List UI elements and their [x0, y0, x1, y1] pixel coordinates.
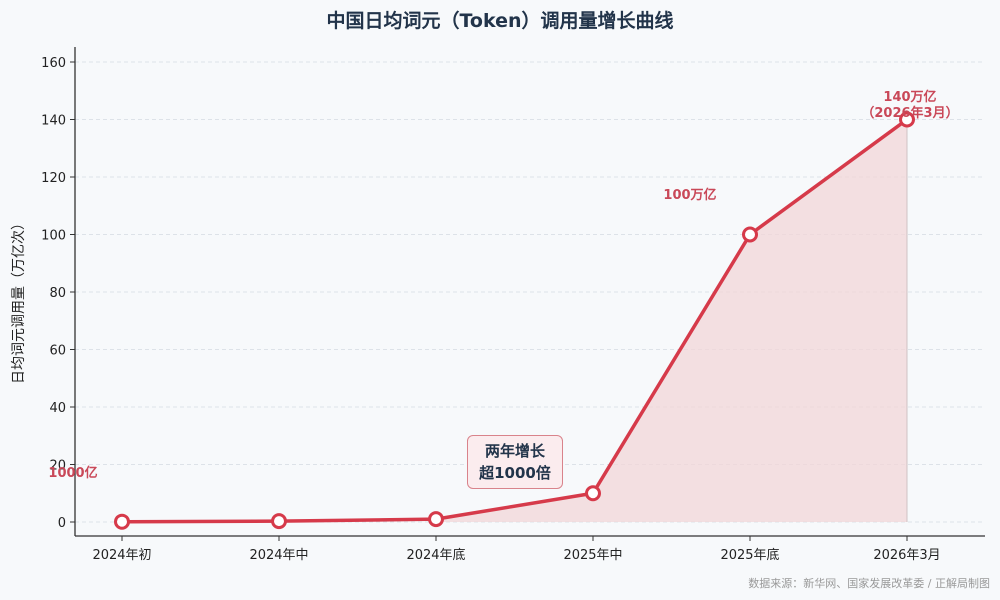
- data-point-marker: [585, 485, 601, 502]
- y-tick-label: 100: [41, 229, 66, 244]
- y-tick-label: 140: [41, 114, 66, 129]
- x-tick-label: 2024年初: [92, 548, 151, 563]
- area-fill: [436, 119, 907, 522]
- y-tick-label: 20: [49, 459, 66, 474]
- data-point-marker: [899, 111, 915, 128]
- x-tick-label: 2026年3月: [873, 548, 940, 563]
- y-tick-label: 60: [49, 344, 66, 359]
- callout-line1: 两年增长: [484, 442, 545, 460]
- y-tick-label: 40: [49, 401, 66, 416]
- annotation-start: 1000亿: [48, 466, 98, 481]
- data-point-marker: [742, 226, 758, 243]
- x-tick-label: 2024年中: [249, 548, 308, 563]
- x-tick-label: 2025年底: [720, 547, 779, 563]
- y-axis-label: 日均词元调用量（万亿次）: [11, 216, 27, 384]
- annotation-2026-mar: 140万亿 （2026年3月）: [860, 90, 960, 122]
- source-note: 数据来源：新华网、国家发展改革委 / 正解局制图: [748, 577, 990, 590]
- annotation-2026-date: （2026年3月）: [861, 106, 959, 121]
- annotation-2025-end: 100万亿: [663, 188, 717, 203]
- y-tick-label: 0: [58, 516, 66, 531]
- data-point-marker: [428, 511, 444, 528]
- growth-callout: 两年增长 超1000倍: [467, 435, 563, 489]
- y-tick-label: 120: [41, 171, 66, 186]
- chart-title: 中国日均词元（Token）调用量增长曲线: [326, 10, 674, 32]
- x-tick-label: 2025年中: [563, 548, 622, 563]
- y-tick-label: 160: [41, 56, 66, 71]
- data-point-marker: [114, 513, 130, 530]
- x-tick-label: 2024年底: [406, 547, 465, 563]
- data-line: [121, 118, 909, 524]
- data-point-marker: [271, 513, 287, 530]
- annotation-2026-value: 140万亿: [883, 90, 937, 105]
- y-tick-label: 80: [49, 286, 66, 301]
- callout-line2: 超1000倍: [479, 464, 551, 482]
